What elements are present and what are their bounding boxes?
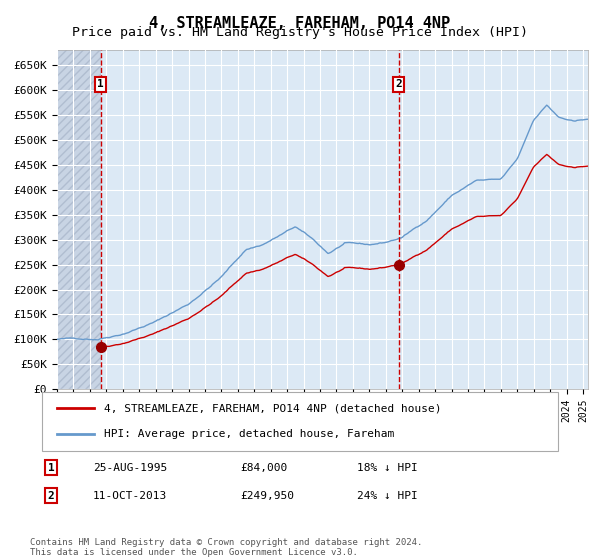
Text: 11-OCT-2013: 11-OCT-2013 xyxy=(93,491,167,501)
Text: 24% ↓ HPI: 24% ↓ HPI xyxy=(357,491,418,501)
Text: Contains HM Land Registry data © Crown copyright and database right 2024.
This d: Contains HM Land Registry data © Crown c… xyxy=(30,538,422,557)
Text: 4, STREAMLEAZE, FAREHAM, PO14 4NP: 4, STREAMLEAZE, FAREHAM, PO14 4NP xyxy=(149,16,451,31)
Text: Price paid vs. HM Land Registry's House Price Index (HPI): Price paid vs. HM Land Registry's House … xyxy=(72,26,528,39)
Text: 2: 2 xyxy=(47,491,55,501)
Text: 2: 2 xyxy=(395,80,402,89)
Text: 25-AUG-1995: 25-AUG-1995 xyxy=(93,463,167,473)
Text: HPI: Average price, detached house, Fareham: HPI: Average price, detached house, Fare… xyxy=(104,430,394,440)
Text: £84,000: £84,000 xyxy=(240,463,287,473)
Text: 4, STREAMLEAZE, FAREHAM, PO14 4NP (detached house): 4, STREAMLEAZE, FAREHAM, PO14 4NP (detac… xyxy=(104,403,442,413)
Text: £249,950: £249,950 xyxy=(240,491,294,501)
Bar xyxy=(57,50,101,389)
Text: 18% ↓ HPI: 18% ↓ HPI xyxy=(357,463,418,473)
Text: 1: 1 xyxy=(47,463,55,473)
Text: 1: 1 xyxy=(97,80,104,89)
